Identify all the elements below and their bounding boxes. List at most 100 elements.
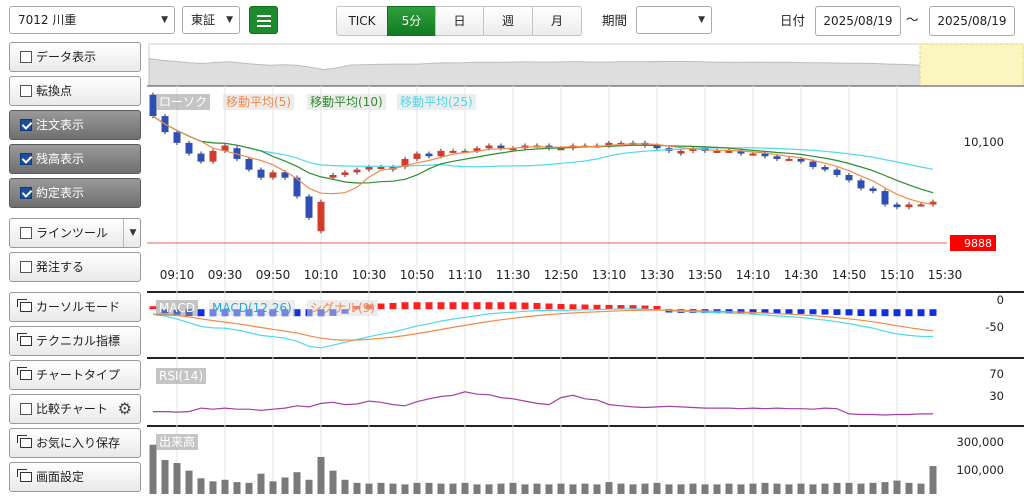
volume-bar bbox=[557, 483, 565, 494]
sidebar-item-screen-settings[interactable]: 画面設定 bbox=[9, 462, 141, 492]
chevron-down-icon[interactable]: ▼ bbox=[123, 219, 140, 247]
x-axis-label: 14:10 bbox=[736, 268, 771, 282]
volume-bar bbox=[257, 473, 265, 494]
macd-bar bbox=[905, 309, 913, 317]
tab-tick[interactable]: TICK bbox=[336, 6, 388, 36]
macd-bar bbox=[605, 304, 613, 310]
candle-up bbox=[905, 204, 913, 208]
volume-bar bbox=[221, 479, 229, 494]
market-select[interactable]: 東証 ▼ bbox=[182, 6, 240, 34]
sidebar-item-turning-point[interactable]: 転換点 bbox=[9, 76, 141, 106]
volume-bar bbox=[209, 481, 217, 494]
tab-month[interactable]: 月 bbox=[532, 6, 582, 36]
candle-up bbox=[329, 175, 337, 178]
checkbox-icon[interactable] bbox=[20, 261, 32, 273]
macd-bar bbox=[149, 306, 157, 310]
sidebar-item-technical-indicators[interactable]: テクニカル指標 bbox=[9, 326, 141, 356]
macd-bar bbox=[929, 309, 937, 316]
volume-bar bbox=[365, 483, 373, 494]
volume-y-label: 300,000 bbox=[956, 435, 1004, 449]
sidebar-item-execution-display[interactable]: 約定表示 bbox=[9, 178, 141, 208]
sidebar-item-data-display[interactable]: データ表示 bbox=[9, 42, 141, 72]
volume-bar bbox=[317, 456, 325, 494]
legend-volume: 出来高 bbox=[156, 434, 199, 450]
sidebar-item-balance-display[interactable]: 残高表示 bbox=[9, 144, 141, 174]
symbol-value: 7012 川重 bbox=[18, 13, 77, 27]
candle-down bbox=[497, 145, 505, 149]
tab-day[interactable]: 日 bbox=[435, 6, 484, 36]
chart-canvas[interactable]: 9888 10,100 09:10 09:30 09:50 10:10 10:30 10:… bbox=[147, 42, 1024, 496]
checkbox-checked-icon[interactable] bbox=[20, 153, 32, 165]
candle-down bbox=[857, 180, 865, 189]
volume-bar bbox=[473, 484, 481, 494]
navigator-selection[interactable] bbox=[919, 43, 1024, 87]
candle-up bbox=[689, 148, 697, 151]
candle-down bbox=[881, 191, 889, 205]
candle-up bbox=[449, 150, 457, 153]
candle-up bbox=[413, 153, 421, 159]
macd-bar bbox=[377, 303, 385, 310]
macd-bar bbox=[737, 309, 745, 314]
x-axis-label: 15:30 bbox=[928, 268, 963, 282]
candle-down bbox=[821, 166, 829, 170]
legend-macd-params: MACD(12,26) bbox=[209, 300, 295, 316]
list-button[interactable] bbox=[249, 6, 278, 34]
macd-bar bbox=[749, 309, 757, 314]
x-axis-label: 13:10 bbox=[592, 268, 627, 282]
sidebar-item-label: 画面設定 bbox=[36, 470, 85, 484]
macd-bar bbox=[653, 306, 661, 310]
symbol-select[interactable]: 7012 川重 ▼ bbox=[9, 6, 175, 34]
sidebar-item-label: 約定表示 bbox=[36, 186, 85, 200]
candle-up bbox=[617, 142, 625, 145]
x-axis-label: 13:50 bbox=[688, 268, 723, 282]
date-to-input[interactable]: 2025/08/19 bbox=[929, 6, 1015, 36]
y-axis-label: 10,100 bbox=[964, 135, 1004, 149]
macd-bar bbox=[461, 302, 469, 310]
volume-bar bbox=[821, 483, 829, 494]
volume-bar bbox=[581, 483, 589, 494]
checkbox-icon[interactable] bbox=[20, 51, 32, 63]
x-axis-label: 10:50 bbox=[400, 268, 435, 282]
macd-bar bbox=[893, 309, 901, 317]
macd-bar bbox=[881, 309, 889, 317]
x-axis-label: 09:30 bbox=[208, 268, 243, 282]
volume-bars bbox=[149, 444, 937, 494]
period-select[interactable]: ▼ bbox=[636, 6, 712, 34]
tab-5min[interactable]: 5分 bbox=[387, 6, 436, 36]
macd-y-label: 0 bbox=[997, 293, 1004, 307]
checkbox-checked-icon[interactable] bbox=[20, 119, 32, 131]
legend-macd: MACD bbox=[156, 300, 198, 316]
candle-up bbox=[317, 201, 325, 232]
macd-bar bbox=[533, 302, 541, 310]
sidebar-item-compare-chart[interactable]: 比較チャート ⚙ bbox=[9, 394, 141, 424]
volume-bar bbox=[377, 482, 385, 494]
checkbox-icon[interactable] bbox=[20, 227, 32, 239]
gear-icon[interactable]: ⚙ bbox=[117, 399, 132, 418]
sidebar-item-order-display[interactable]: 注文表示 bbox=[9, 110, 141, 140]
checkbox-checked-icon[interactable] bbox=[20, 187, 32, 199]
tab-week[interactable]: 週 bbox=[483, 6, 533, 36]
candle-up bbox=[209, 150, 217, 162]
candle-up bbox=[341, 172, 349, 175]
sidebar-item-save-favorite[interactable]: お気に入り保存 bbox=[9, 428, 141, 458]
sidebar-item-place-order[interactable]: 発注する bbox=[9, 252, 141, 282]
candle-up bbox=[917, 204, 925, 207]
checkbox-icon[interactable] bbox=[20, 403, 32, 415]
candle-down bbox=[761, 153, 769, 157]
x-axis-label: 09:10 bbox=[160, 268, 195, 282]
volume-bar bbox=[509, 482, 517, 494]
x-axis-label: 11:30 bbox=[496, 268, 531, 282]
top-toolbar: 7012 川重 ▼ 東証 ▼ TICK 5分 日 週 月 期間 ▼ 日付 202… bbox=[0, 0, 1024, 42]
sidebar-item-cursor-mode[interactable]: カーソルモード bbox=[9, 292, 141, 322]
volume-bar bbox=[545, 484, 553, 494]
volume-bar bbox=[809, 484, 817, 494]
candle-down bbox=[281, 172, 289, 178]
checkbox-icon[interactable] bbox=[20, 85, 32, 97]
candle-down bbox=[737, 150, 745, 154]
date-from-input[interactable]: 2025/08/19 bbox=[815, 6, 901, 36]
macd-bar bbox=[785, 309, 793, 314]
sidebar-item-line-tool[interactable]: ラインツール ▼ bbox=[9, 218, 141, 248]
sidebar-item-chart-type[interactable]: チャートタイプ bbox=[9, 360, 141, 390]
macd-bar bbox=[449, 302, 457, 310]
chart-area[interactable]: 9888 10,100 09:10 09:30 09:50 10:10 10:30 10:… bbox=[147, 42, 1024, 496]
